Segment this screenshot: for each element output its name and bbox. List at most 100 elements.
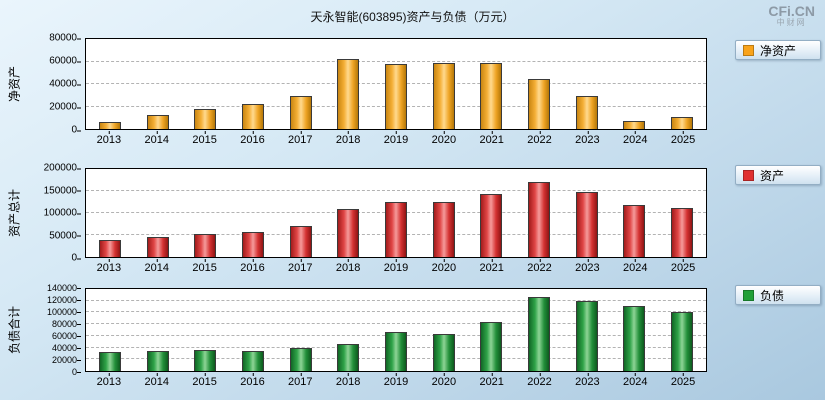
y-tick-label: 200000 xyxy=(43,162,82,174)
bar-负债合计-2019 xyxy=(385,331,407,371)
x-tick-label: 2023 xyxy=(575,373,600,388)
x-tick-label: 2017 xyxy=(288,131,313,146)
bar-负债合计-2022 xyxy=(528,296,551,371)
bar-净资产-2018 xyxy=(337,58,360,129)
x-tick-label: 2020 xyxy=(431,259,457,274)
gridline xyxy=(86,190,706,191)
gridline xyxy=(86,323,706,325)
gridline xyxy=(86,311,706,313)
y-tick-label: 60000 xyxy=(49,55,81,67)
bar-负债合计-2014 xyxy=(146,351,169,371)
x-tick-label: 2024 xyxy=(622,131,648,146)
bar-负债合计-2023 xyxy=(575,301,598,371)
bar-净资产-2020 xyxy=(432,63,455,129)
chart-title: 天永智能(603895)资产与负债（万元） xyxy=(310,10,515,24)
x-tick-label: 2016 xyxy=(240,259,265,274)
gridline xyxy=(86,299,706,301)
gridline xyxy=(86,60,706,62)
x-tick-label: 2019 xyxy=(383,373,409,388)
bar-负债合计-2025 xyxy=(671,311,694,371)
bar-负债合计-2017 xyxy=(289,348,312,371)
x-tick-label: 2022 xyxy=(527,259,552,274)
bar-净资产-2016 xyxy=(241,103,264,129)
x-tick-label: 2021 xyxy=(479,373,504,388)
legend-label-liabilities: 负债 xyxy=(760,288,785,303)
bar-负债合计-2013 xyxy=(98,351,121,371)
x-tick-label: 2014 xyxy=(144,131,170,146)
legend-swatch-net-assets xyxy=(743,44,754,56)
x-tick-label: 2023 xyxy=(575,259,600,274)
x-tick-label: 2018 xyxy=(335,259,361,274)
y-tick-label: 0 xyxy=(71,252,81,264)
y-axis-labels: 0 50000 100000 150000 200000 xyxy=(0,163,82,264)
bar-净资产-2014 xyxy=(146,114,169,129)
cfi-logo-subtext: 中财网 xyxy=(776,18,807,28)
bar-资产总计-2022 xyxy=(528,182,551,257)
x-tick-label: 2013 xyxy=(96,259,122,274)
bar-净资产-2015 xyxy=(194,109,217,129)
y-tick-label: 100000 xyxy=(43,207,82,219)
bar-负债合计-2018 xyxy=(337,343,360,371)
plot-area-total-assets xyxy=(85,168,707,258)
y-tick-label: 50000 xyxy=(49,230,81,241)
cfi-logo: CFi.CN 中财网 xyxy=(768,3,815,28)
bar-资产总计-2014 xyxy=(146,237,169,257)
legend-swatch-assets xyxy=(743,169,754,181)
x-axis-labels: 2013 2014 2015 2016 2017 2018 2019 2020 2021 2022… xyxy=(85,373,707,390)
y-tick-label: 120000 xyxy=(46,295,82,305)
bar-资产总计-2019 xyxy=(385,202,407,257)
x-axis-labels: 2013 2014 2015 2016 2017 2018 2019 2020 2021 2022… xyxy=(85,131,707,148)
bar-负债合计-2016 xyxy=(241,351,264,371)
y-axis-labels: 0 20000 40000 60000 80000 xyxy=(0,33,81,136)
x-tick-label: 2019 xyxy=(383,131,409,146)
bar-资产总计-2025 xyxy=(671,207,694,257)
y-tick-label: 80000 xyxy=(49,32,81,44)
bar-资产总计-2023 xyxy=(575,191,598,257)
bar-资产总计-2013 xyxy=(98,240,121,257)
bar-资产总计-2017 xyxy=(289,226,312,257)
cfi-logo-text: CFi.CN xyxy=(768,3,815,19)
bar-净资产-2025 xyxy=(671,117,694,129)
x-tick-label: 2018 xyxy=(335,373,361,388)
y-tick-label: 100000 xyxy=(46,307,82,317)
x-tick-label: 2015 xyxy=(192,259,217,274)
x-tick-label: 2025 xyxy=(670,259,696,274)
x-tick-label: 2017 xyxy=(288,373,313,388)
plot-area-liabilities xyxy=(85,288,707,372)
bar-资产总计-2015 xyxy=(194,233,217,257)
y-tick-label: 20000 xyxy=(51,355,82,365)
x-tick-label: 2018 xyxy=(335,131,361,146)
y-axis-labels: 0 20000 40000 60000 80000 100000 120000 140000 xyxy=(0,283,82,377)
bar-资产总计-2024 xyxy=(623,205,646,257)
y-tick-label: 20000 xyxy=(49,101,81,113)
bar-净资产-2017 xyxy=(289,95,312,129)
y-tick-label: 40000 xyxy=(49,78,81,90)
y-tick-label: 140000 xyxy=(46,283,82,293)
bar-净资产-2023 xyxy=(575,95,598,129)
x-tick-label: 2024 xyxy=(622,373,648,388)
legend-swatch-liabilities xyxy=(743,289,754,301)
y-tick-label: 150000 xyxy=(43,185,82,196)
x-tick-label: 2019 xyxy=(383,259,409,274)
legend-label-net-assets: 净资产 xyxy=(760,43,797,58)
bar-负债合计-2021 xyxy=(480,321,503,371)
y-tick-label: 40000 xyxy=(51,343,82,353)
bar-负债合计-2015 xyxy=(194,349,217,371)
x-tick-label: 2022 xyxy=(527,131,552,146)
x-tick-label: 2016 xyxy=(240,131,265,146)
bar-净资产-2024 xyxy=(623,121,646,129)
bar-资产总计-2021 xyxy=(480,194,503,257)
bar-资产总计-2016 xyxy=(241,232,264,257)
legend-liabilities: 负债 xyxy=(735,285,821,305)
legend-label-assets: 资产 xyxy=(760,168,785,183)
bar-资产总计-2020 xyxy=(432,202,455,257)
y-tick-label: 60000 xyxy=(51,331,82,341)
x-axis-labels: 2013 2014 2015 2016 2017 2018 2019 2020 2021 2022… xyxy=(85,259,707,276)
x-tick-label: 2013 xyxy=(96,373,122,388)
x-tick-label: 2015 xyxy=(192,131,217,146)
x-tick-label: 2017 xyxy=(288,259,313,274)
bar-净资产-2021 xyxy=(480,62,503,129)
legend-assets: 资产 xyxy=(735,165,821,185)
x-tick-label: 2015 xyxy=(192,373,217,388)
